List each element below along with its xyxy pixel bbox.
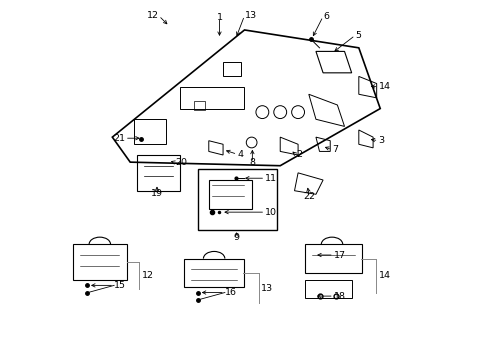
Text: 4: 4 [237, 150, 243, 159]
Text: 14: 14 [378, 82, 389, 91]
Text: 21: 21 [113, 134, 124, 143]
Text: 2: 2 [296, 150, 302, 159]
Text: 20: 20 [175, 158, 186, 167]
Text: 19: 19 [151, 189, 163, 198]
Bar [223, 62, 241, 76]
Text: 22: 22 [303, 192, 315, 201]
Text: 1: 1 [216, 13, 222, 22]
Text: 14: 14 [378, 271, 389, 280]
Text: 5: 5 [354, 31, 361, 40]
Text: 10: 10 [264, 208, 277, 217]
Bar [194, 102, 205, 111]
Text: 6: 6 [323, 12, 328, 21]
Text: 16: 16 [224, 288, 236, 297]
Text: 12: 12 [142, 271, 153, 280]
Text: 12: 12 [146, 11, 159, 20]
Text: 9: 9 [233, 233, 239, 242]
Text: 13: 13 [244, 11, 256, 20]
Text: 7: 7 [331, 145, 337, 154]
Text: 11: 11 [264, 174, 277, 183]
Text: 18: 18 [333, 292, 345, 301]
Text: 15: 15 [114, 281, 126, 290]
Text: 17: 17 [333, 251, 345, 260]
Text: 13: 13 [261, 284, 273, 293]
Text: 3: 3 [378, 136, 384, 145]
Text: 8: 8 [249, 158, 255, 167]
Bar [198, 169, 276, 230]
